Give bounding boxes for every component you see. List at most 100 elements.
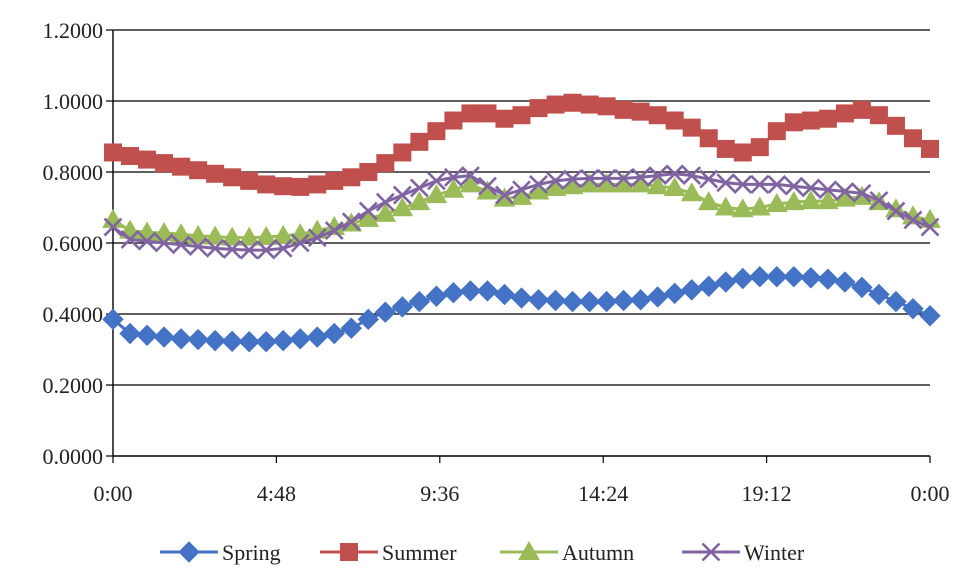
data-point-marker bbox=[325, 171, 344, 190]
series-spring bbox=[102, 266, 941, 353]
data-point-marker bbox=[153, 326, 175, 348]
data-point-marker bbox=[255, 330, 277, 353]
data-point-marker bbox=[290, 233, 310, 253]
data-point-marker bbox=[104, 143, 122, 162]
data-point-marker bbox=[188, 237, 208, 256]
data-point-marker bbox=[306, 326, 328, 348]
x-tick-label: 0:00 bbox=[910, 481, 949, 506]
data-point-marker bbox=[783, 266, 805, 288]
data-point-marker bbox=[374, 301, 397, 323]
data-point-marker bbox=[257, 175, 276, 194]
data-point-marker bbox=[767, 175, 787, 194]
data-point-marker bbox=[391, 296, 414, 318]
data-point-marker bbox=[766, 266, 788, 288]
data-point-marker bbox=[442, 178, 465, 198]
data-point-marker bbox=[240, 171, 259, 190]
data-point-marker bbox=[103, 217, 123, 237]
data-point-marker bbox=[665, 164, 685, 184]
data-point-marker bbox=[255, 225, 278, 245]
data-point-marker bbox=[410, 132, 429, 151]
data-point-marker bbox=[512, 180, 531, 200]
data-point-marker bbox=[749, 266, 771, 288]
data-point-marker bbox=[681, 279, 703, 301]
data-point-marker bbox=[442, 281, 465, 304]
x-tick-label: 14:24 bbox=[578, 481, 628, 506]
data-point-marker bbox=[648, 166, 668, 185]
data-point-marker bbox=[546, 95, 565, 114]
data-point-marker bbox=[493, 283, 516, 306]
series-summer bbox=[104, 93, 939, 196]
data-point-marker bbox=[885, 290, 907, 313]
data-point-marker bbox=[852, 183, 872, 203]
data-point-marker bbox=[784, 176, 804, 196]
data-point-marker bbox=[920, 217, 940, 237]
data-point-marker bbox=[801, 111, 820, 130]
data-point-marker bbox=[544, 289, 567, 312]
data-point-marker bbox=[750, 138, 769, 157]
data-point-marker bbox=[699, 129, 718, 148]
data-point-marker bbox=[307, 228, 327, 248]
data-point-marker bbox=[204, 329, 226, 352]
data-point-marker bbox=[697, 191, 720, 211]
y-tick-label: 0.6000 bbox=[43, 231, 104, 256]
legend-label: Spring bbox=[222, 540, 281, 565]
data-point-marker bbox=[597, 97, 616, 116]
y-axis-tick-labels: 0.0000 0.2000 0.4000 0.6000 0.8000 1.0000 1.20… bbox=[43, 18, 104, 469]
data-point-marker bbox=[529, 175, 548, 194]
data-point-marker bbox=[102, 308, 124, 331]
data-point-marker bbox=[518, 540, 540, 560]
data-point-marker bbox=[903, 129, 922, 148]
data-point-marker bbox=[187, 224, 209, 244]
data-point-marker bbox=[323, 322, 345, 345]
data-point-marker bbox=[137, 231, 157, 251]
data-point-marker bbox=[391, 197, 414, 217]
x-tick-label: 4:48 bbox=[257, 481, 296, 506]
legend: Spring Summer Autumn Winter bbox=[160, 540, 805, 565]
y-tick-label: 1.2000 bbox=[43, 18, 104, 43]
data-point-marker bbox=[221, 330, 243, 353]
data-point-marker bbox=[375, 192, 395, 212]
data-point-marker bbox=[119, 322, 141, 345]
x-tick-label: 0:00 bbox=[93, 481, 132, 506]
data-point-marker bbox=[646, 175, 669, 195]
data-point-marker bbox=[801, 178, 821, 198]
data-point-marker bbox=[376, 154, 395, 173]
data-point-marker bbox=[178, 541, 200, 563]
data-point-marker bbox=[580, 95, 599, 114]
data-point-marker bbox=[834, 271, 856, 293]
data-point-marker bbox=[324, 221, 344, 240]
data-point-marker bbox=[629, 289, 652, 311]
data-point-marker bbox=[392, 185, 412, 205]
data-point-marker bbox=[425, 285, 448, 307]
data-point-marker bbox=[342, 168, 361, 187]
data-point-marker bbox=[682, 166, 702, 185]
data-point-marker bbox=[631, 102, 650, 121]
data-point-marker bbox=[374, 202, 397, 222]
data-point-marker bbox=[868, 283, 890, 306]
data-point-marker bbox=[425, 184, 448, 204]
data-point-marker bbox=[239, 240, 259, 260]
data-point-marker bbox=[903, 210, 923, 230]
data-point-marker bbox=[495, 109, 514, 128]
data-point-marker bbox=[716, 173, 736, 193]
data-point-marker bbox=[222, 239, 242, 259]
data-point-marker bbox=[476, 280, 499, 302]
legend-label: Summer bbox=[382, 540, 457, 565]
y-tick-label: 0.2000 bbox=[43, 373, 104, 398]
data-point-marker bbox=[648, 106, 667, 125]
data-point-marker bbox=[732, 267, 754, 290]
data-point-marker bbox=[852, 100, 871, 119]
axes bbox=[106, 29, 931, 463]
data-point-marker bbox=[358, 201, 378, 221]
data-point-marker bbox=[680, 182, 703, 202]
data-point-marker bbox=[835, 182, 855, 201]
series-group bbox=[102, 93, 941, 353]
y-tick-label: 0.4000 bbox=[43, 302, 104, 327]
data-point-marker bbox=[512, 106, 531, 125]
data-point-marker bbox=[170, 328, 192, 350]
legend-label: Autumn bbox=[562, 540, 634, 565]
data-point-marker bbox=[461, 104, 480, 123]
legend-item-winter: Winter bbox=[682, 540, 805, 565]
x-axis-tick-labels: 0:00 4:48 9:36 14:24 19:12 0:00 bbox=[93, 481, 949, 506]
data-point-marker bbox=[172, 157, 191, 176]
